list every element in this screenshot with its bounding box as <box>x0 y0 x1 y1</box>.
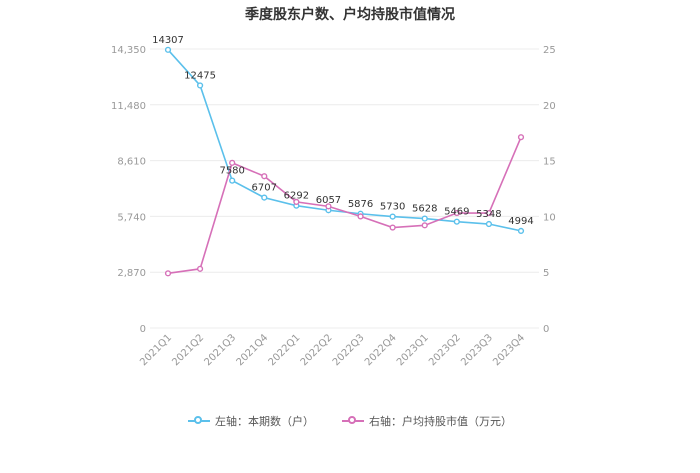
legend-item-market-value[interactable]: 右轴：户均持股市值（万元） <box>342 413 512 429</box>
legend-item-households[interactable]: 左轴：本期数（户） <box>188 413 314 429</box>
households-data-label: 4994 <box>508 216 533 227</box>
left-axis-tick-label: 2,870 <box>117 268 146 279</box>
market-value-data-point[interactable] <box>229 159 236 166</box>
households-data-label: 5876 <box>348 199 373 210</box>
right-axis-tick-label: 0 <box>543 324 549 335</box>
market-value-data-point[interactable] <box>196 265 204 272</box>
households-data-label: 5730 <box>380 202 405 213</box>
households-data-label: 6292 <box>284 191 309 202</box>
households-data-label: 5348 <box>476 209 501 220</box>
left-axis-tick-label: 5,740 <box>117 212 146 223</box>
chart-legend: 左轴：本期数（户） 右轴：户均持股市值（万元） <box>0 413 700 429</box>
legend-label-market-value: 右轴：户均持股市值（万元） <box>369 415 512 428</box>
left-axis-tick-label: 8,610 <box>117 157 146 168</box>
right-axis-tick-label: 15 <box>543 157 556 168</box>
market-value-data-point[interactable] <box>325 203 332 210</box>
x-axis-tick-label: 2021Q2 <box>170 332 206 368</box>
left-axis-tick-label: 0 <box>140 324 146 335</box>
market-value-data-point[interactable] <box>517 134 525 141</box>
legend-swatch-households <box>188 416 210 426</box>
chart-title: 季度股东户数、户均持股市值情况 <box>245 7 455 23</box>
x-axis-tick-label: 2022Q1 <box>267 332 303 368</box>
market-value-data-point[interactable] <box>485 209 493 217</box>
x-axis-tick-label: 2021Q4 <box>235 332 271 368</box>
x-axis-tick-label: 2021Q1 <box>138 332 174 368</box>
right-axis-tick-label: 20 <box>543 101 556 112</box>
households-data-label: 5469 <box>444 207 469 218</box>
x-axis-tick-label: 2022Q3 <box>331 332 367 368</box>
x-axis-tick-label: 2023Q1 <box>395 332 431 368</box>
market-value-series-line <box>167 136 522 275</box>
households-data-point[interactable] <box>229 177 236 184</box>
x-axis-tick-label: 2021Q3 <box>202 332 238 368</box>
x-axis-tick-label: 2023Q2 <box>427 332 463 368</box>
x-axis-tick-label: 2022Q2 <box>299 332 335 368</box>
right-axis-tick-label: 5 <box>543 268 549 279</box>
households-data-point[interactable] <box>421 215 428 222</box>
market-value-data-point[interactable] <box>453 209 460 217</box>
households-data-point[interactable] <box>485 220 493 228</box>
market-value-data-point[interactable] <box>421 222 428 229</box>
households-data-point[interactable] <box>164 46 172 53</box>
left-axis-tick-label: 14,350 <box>111 45 146 56</box>
households-data-point[interactable] <box>453 218 460 225</box>
market-value-data-point[interactable] <box>164 270 172 277</box>
legend-swatch-market-value <box>342 416 364 426</box>
market-value-data-point[interactable] <box>389 224 396 231</box>
households-data-label: 14307 <box>152 35 184 46</box>
market-value-data-point[interactable] <box>293 198 300 205</box>
households-data-point[interactable] <box>389 213 396 220</box>
households-data-label: 12475 <box>184 70 216 81</box>
households-data-label: 6057 <box>316 195 341 206</box>
x-axis-tick-label: 2023Q3 <box>459 332 495 368</box>
market-value-data-point[interactable] <box>261 173 268 180</box>
right-axis-tick-label: 25 <box>543 45 556 56</box>
households-data-label: 7580 <box>219 166 244 177</box>
households-data-label: 5628 <box>412 204 437 215</box>
left-axis-tick-label: 11,480 <box>111 101 146 112</box>
households-data-point[interactable] <box>261 194 268 201</box>
x-axis-tick-label: 2023Q4 <box>491 332 527 368</box>
households-data-point[interactable] <box>196 82 204 89</box>
market-value-data-point[interactable] <box>357 213 364 220</box>
households-data-label: 6707 <box>252 183 277 194</box>
x-axis-tick-label: 2022Q4 <box>363 332 399 368</box>
right-axis-tick-label: 10 <box>543 212 556 223</box>
households-data-point[interactable] <box>517 227 525 235</box>
households-series-line <box>167 49 522 232</box>
legend-label-households: 左轴：本期数（户） <box>215 415 314 428</box>
